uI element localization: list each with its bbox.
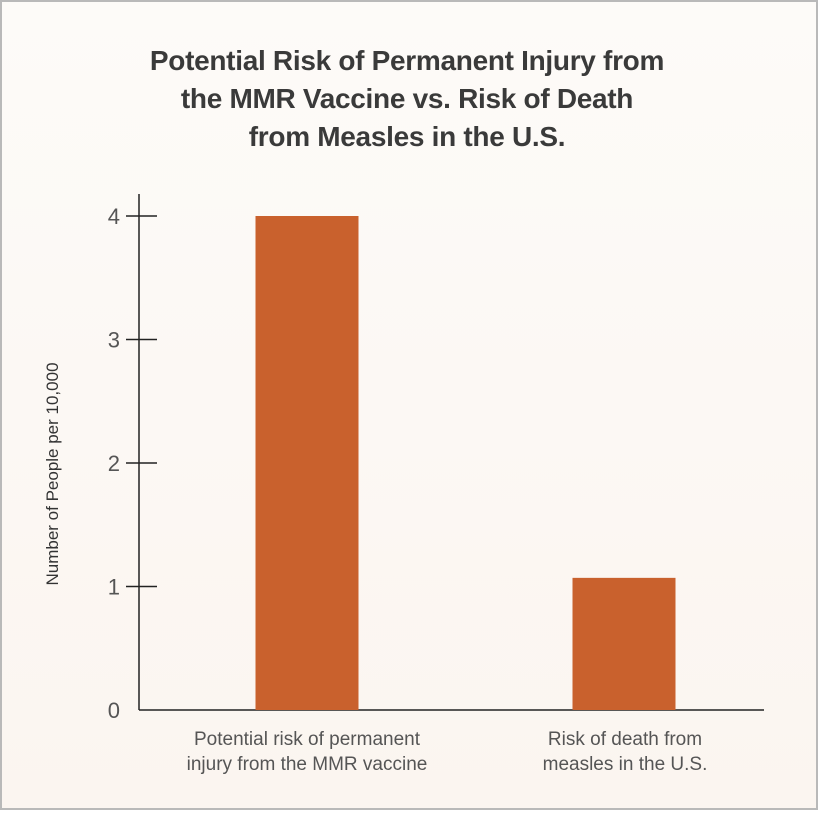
x-category-label-1-line-1: Potential risk of permanent <box>193 729 420 750</box>
bar-series <box>255 216 676 710</box>
x-category-label-2-line-2: measles in the U.S. <box>542 754 708 775</box>
x-category-label-1: Potential risk of permanent injury from … <box>157 727 457 777</box>
chart-title-line-3: from Measles in the U.S. <box>248 121 566 152</box>
y-axis-label: Number of People per 10,000 <box>43 362 62 585</box>
chart-title: Potential Risk of Permanent Injury from … <box>102 42 712 156</box>
y-tick-label-1: 1 <box>108 575 120 600</box>
chart-title-line-2: the MMR Vaccine vs. Risk of Death <box>180 83 634 114</box>
x-category-label-2-line-1: Risk of death from <box>547 729 703 750</box>
y-tick-label-0: 0 <box>108 698 120 723</box>
bar-1 <box>255 216 359 710</box>
bar-2 <box>572 577 676 710</box>
chart-title-line-1: Potential Risk of Permanent Injury from <box>149 45 665 76</box>
y-axis-ticks: 0 1 2 3 4 <box>108 204 157 723</box>
y-tick-label-4: 4 <box>108 204 120 229</box>
x-category-label-2: Risk of death from measles in the U.S. <box>502 727 748 777</box>
x-category-label-1-line-2: injury from the MMR vaccine <box>186 754 428 775</box>
y-tick-label-3: 3 <box>108 328 120 353</box>
y-tick-label-2: 2 <box>108 451 120 476</box>
